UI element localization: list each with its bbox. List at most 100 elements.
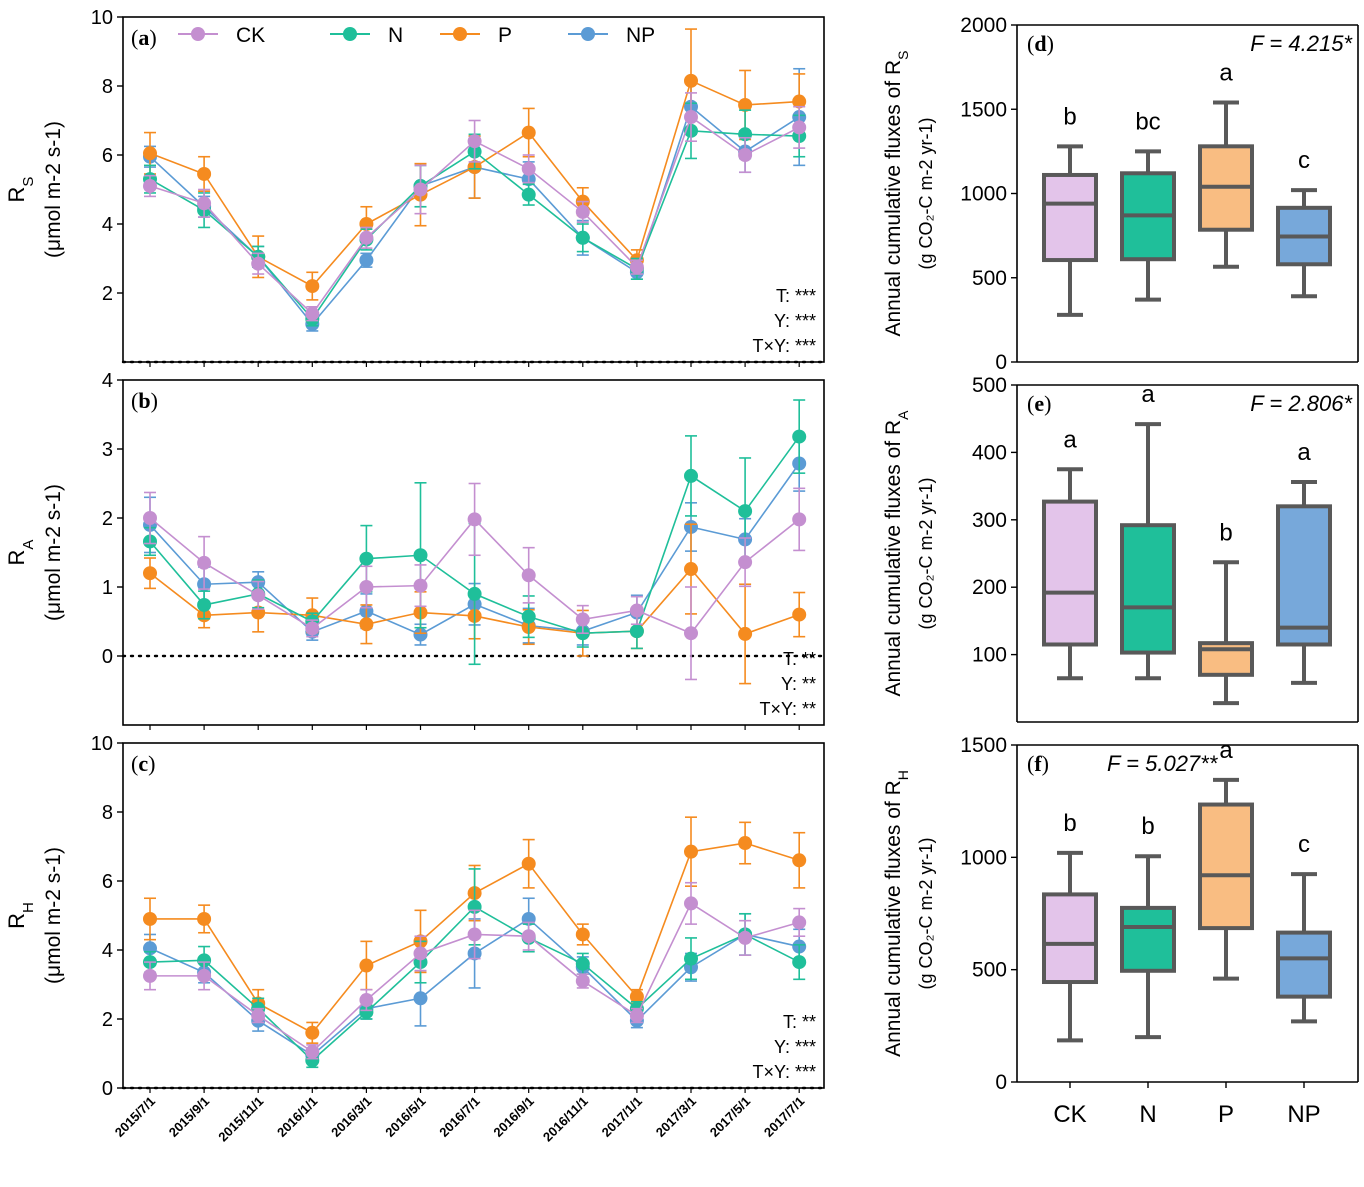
data-point	[359, 958, 374, 973]
box-NP: c	[1276, 147, 1332, 299]
y-axis-label-sub: H	[895, 770, 911, 780]
box-CK: b	[1042, 103, 1098, 317]
legend-marker	[191, 27, 205, 41]
stat-text: T×Y: ***	[752, 336, 816, 356]
panel-label-paren: (	[1027, 751, 1034, 776]
panel-label-letter: c	[138, 751, 148, 776]
panel-label-paren: (	[1027, 31, 1034, 56]
box-body	[1276, 930, 1332, 999]
legend-marker	[343, 27, 357, 41]
y-tick-label: 2	[102, 508, 113, 530]
panel-label-paren: )	[1044, 391, 1051, 416]
y-axis-label: Annual cumulative fluxes of RA	[882, 410, 911, 697]
data-point	[629, 989, 644, 1004]
y-axis-label-main: Annual cumulative fluxes of R	[882, 60, 905, 337]
significance-letter: b	[1219, 519, 1232, 546]
y-tick-label: 0	[102, 646, 113, 668]
data-point	[521, 568, 536, 583]
panel-label-paren: )	[1042, 751, 1049, 776]
y-axis-label: RS	[4, 177, 37, 203]
data-point	[521, 187, 536, 202]
data-point	[467, 927, 482, 942]
box-NP: c	[1276, 831, 1332, 1024]
y-tick-label: 0	[995, 1071, 1007, 1094]
data-point	[521, 929, 536, 944]
data-point	[143, 968, 157, 983]
panel-label: (f)	[1027, 751, 1049, 776]
box-body	[1120, 523, 1176, 655]
data-point	[738, 555, 753, 570]
data-point	[305, 621, 320, 636]
y-axis-label-main: Annual cumulative fluxes of R	[882, 780, 905, 1057]
x-tick-label: NP	[1287, 1101, 1320, 1128]
data-point	[197, 166, 212, 181]
y-tick-label: 1500	[960, 734, 1007, 757]
y-tick-label: 4	[102, 214, 113, 236]
box-panel-d: 0 500 1000 1500 2000 Annual cumulative fluxes…	[882, 14, 1359, 374]
y-tick-label: 6	[102, 871, 113, 893]
x-tick-label: P	[1218, 1101, 1234, 1128]
box-CK: b	[1042, 810, 1098, 1043]
y-tick-label: 8	[102, 802, 113, 824]
legend: CK N P NP	[178, 24, 655, 47]
panel-label-paren: )	[149, 25, 156, 50]
data-point	[521, 856, 536, 871]
box-P: a	[1198, 60, 1254, 269]
significance-letter: c	[1298, 147, 1310, 174]
data-point	[359, 580, 374, 594]
x-tick-label: 2017/1/1	[599, 1094, 645, 1140]
data-point	[684, 73, 698, 88]
y-axis-unit: (g CO₂-C m-2 yr-1)	[916, 118, 936, 270]
significance-letter: a	[1297, 439, 1311, 466]
data-point	[629, 1008, 644, 1023]
y-axis-unit: (μmol m-2 s-1)	[42, 847, 65, 984]
data-point	[251, 1008, 266, 1023]
significance-letter: a	[1063, 426, 1077, 453]
stat-text: T: ***	[776, 286, 816, 306]
panel-label-paren: (	[131, 388, 138, 413]
data-point	[738, 504, 753, 519]
data-point	[684, 110, 698, 125]
y-tick-label: 300	[972, 509, 1007, 532]
data-point	[251, 256, 266, 271]
data-point	[143, 146, 157, 161]
legend-label: N	[388, 24, 403, 47]
panel-label: (e)	[1027, 391, 1051, 416]
panel-label: (a)	[131, 25, 157, 50]
panel-label-letter: f	[1034, 751, 1042, 776]
stat-text: Y: ***	[774, 1037, 816, 1057]
data-point	[467, 512, 482, 527]
x-tick-label: 2017/5/1	[707, 1094, 753, 1140]
data-point	[467, 586, 482, 601]
data-point	[197, 968, 212, 983]
y-axis-label: Annual cumulative fluxes of RH	[882, 770, 911, 1057]
x-tick-label: 2016/1/1	[274, 1094, 320, 1140]
data-point	[413, 578, 428, 593]
data-point	[197, 911, 212, 926]
f-statistic: F = 4.215*	[1250, 31, 1353, 56]
panel-frame	[122, 16, 825, 363]
y-tick-label: 6	[102, 145, 113, 167]
data-point	[413, 946, 428, 961]
box-P: a	[1198, 737, 1254, 981]
data-point	[792, 915, 807, 930]
panel-frame	[122, 742, 825, 1089]
legend-label: CK	[236, 24, 265, 47]
stat-text: Y: **	[781, 674, 816, 694]
y-axis-label-sub: A	[895, 410, 911, 420]
box-N: bc	[1120, 108, 1176, 302]
data-point	[305, 279, 320, 294]
legend-marker	[581, 27, 595, 41]
y-axis-label-sub: A	[20, 540, 37, 550]
significance-letter: b	[1063, 810, 1076, 837]
box-CK: a	[1042, 426, 1098, 681]
panel-label-paren: )	[1047, 31, 1054, 56]
data-point	[413, 991, 428, 1006]
y-axis-label-main: Annual cumulative fluxes of R	[882, 420, 905, 697]
stat-text: T: **	[783, 649, 816, 669]
y-tick-label: 3	[102, 439, 113, 461]
data-point	[684, 951, 698, 966]
